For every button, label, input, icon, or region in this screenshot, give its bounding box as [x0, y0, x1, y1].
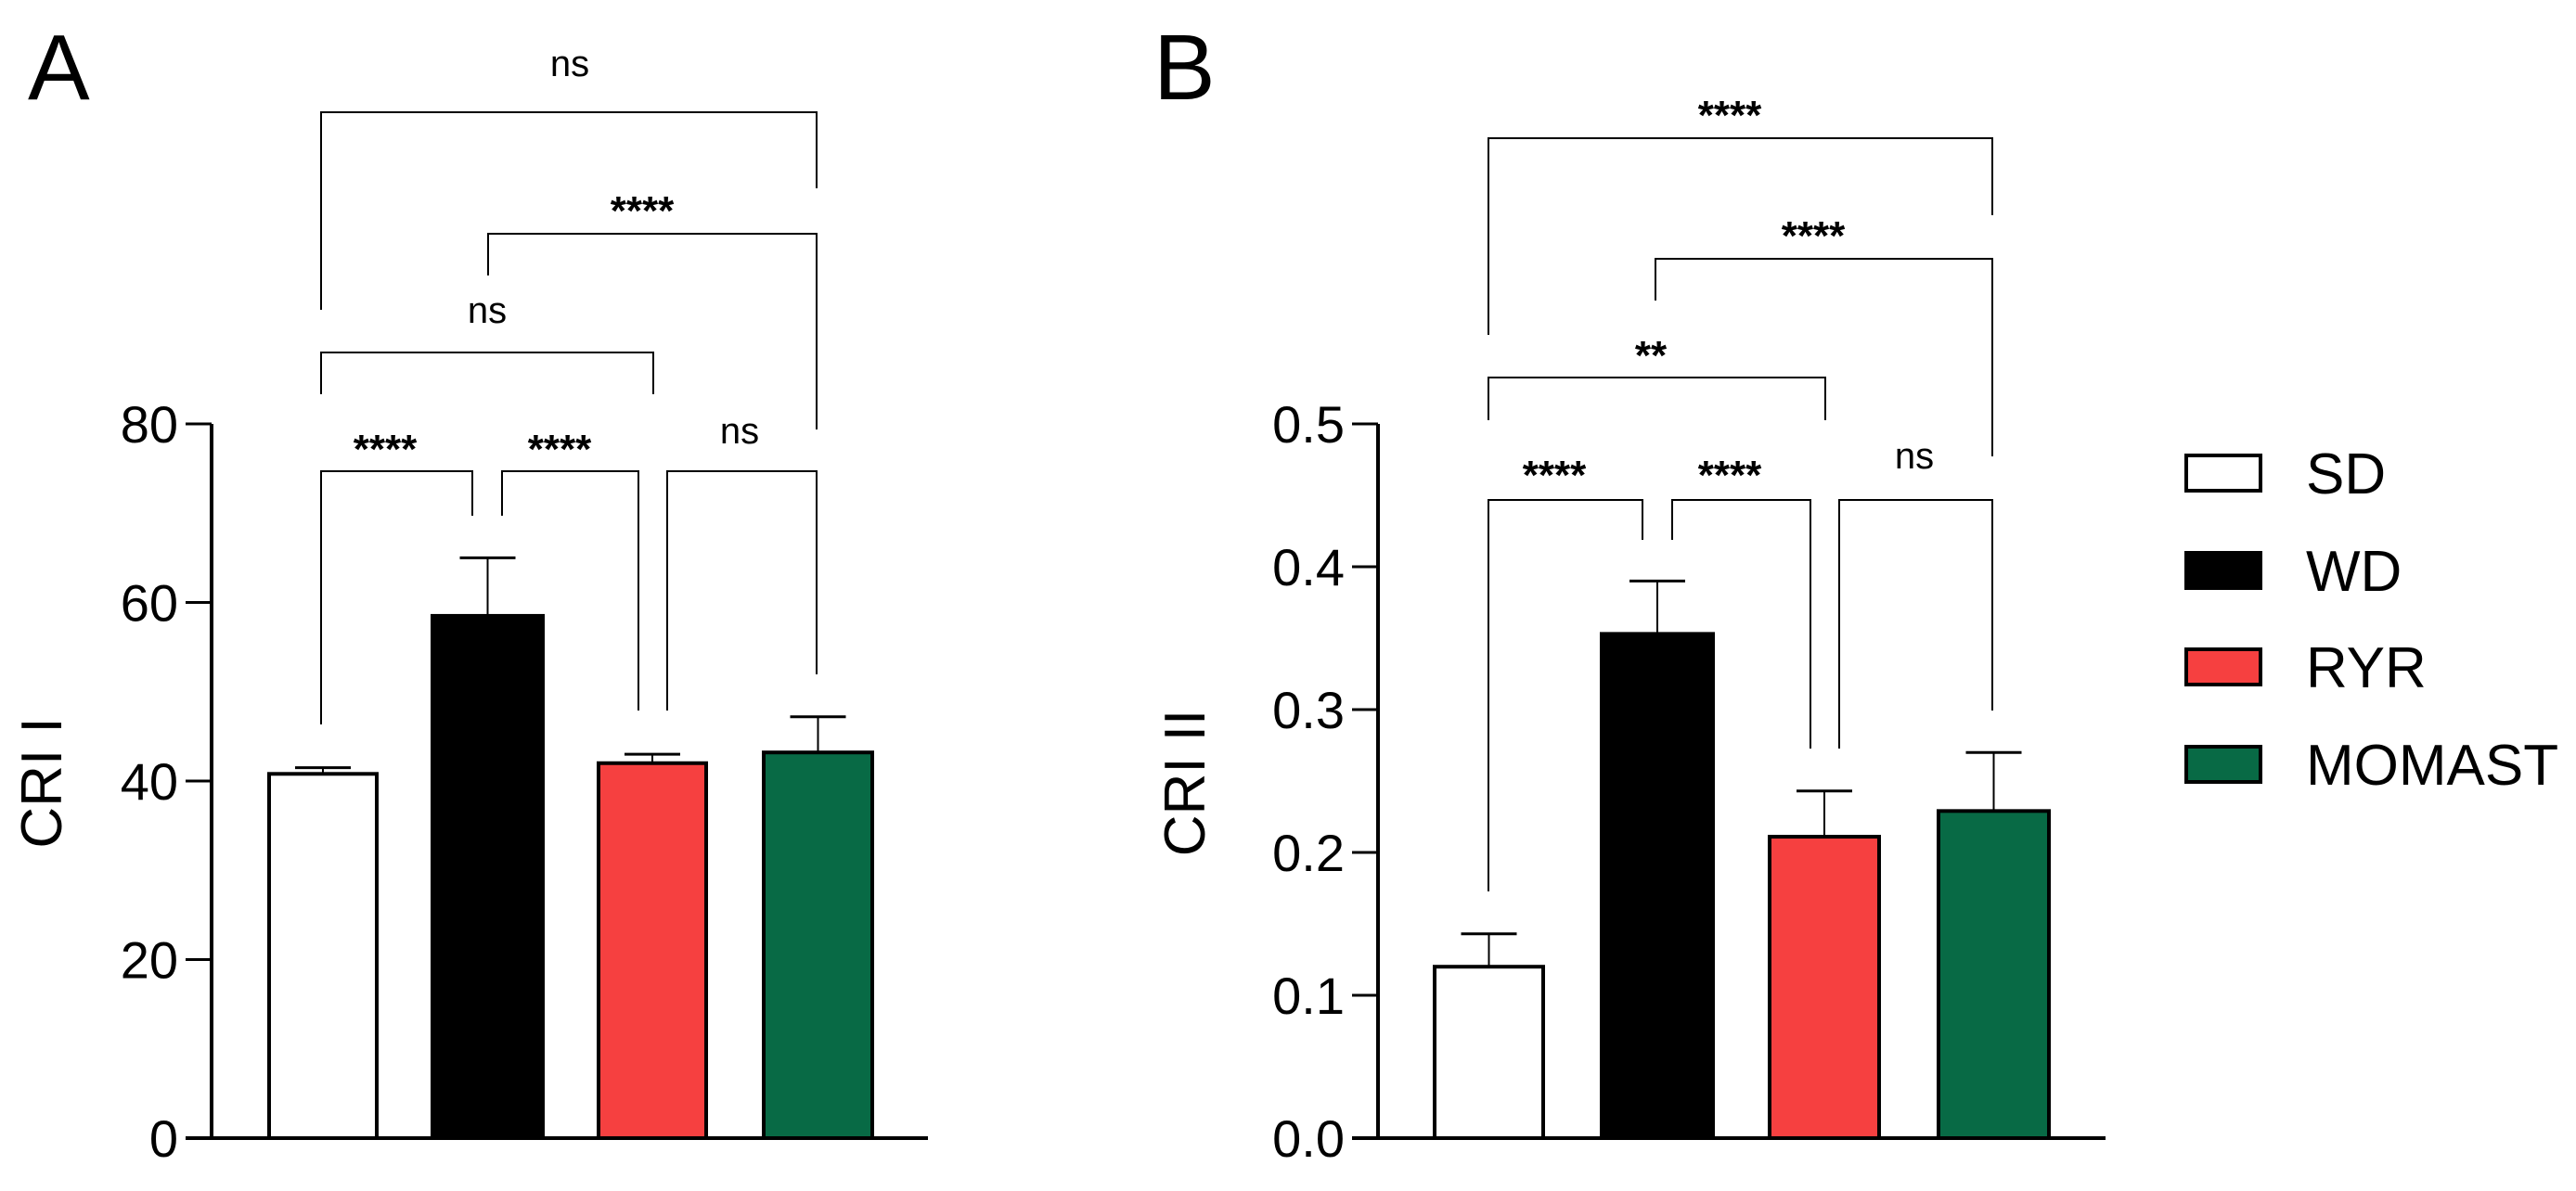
significance-bracket: [320, 352, 654, 394]
bar-sd: [267, 772, 379, 1140]
legend-item-ryr: RYR: [2184, 636, 2427, 700]
significance-label: ns: [720, 411, 759, 452]
significance-bracket: [320, 470, 473, 724]
significance-label: ns: [468, 290, 507, 331]
significance-bracket: [320, 111, 818, 310]
legend-label: WD: [2306, 540, 2402, 604]
y-tick-label: 0.3: [1272, 681, 1345, 739]
significance-bracket: [1488, 137, 1993, 335]
legend-swatch: [2184, 745, 2262, 784]
y-tick-label: 60: [121, 574, 178, 633]
y-tick-label: 0.0: [1272, 1109, 1345, 1168]
y-axis-label-b: CRI II: [1153, 710, 1217, 856]
significance-label: ****: [1698, 453, 1762, 498]
significance-label: ns: [550, 44, 589, 84]
y-tick-label: 0.1: [1272, 967, 1345, 1025]
legend-label: RYR: [2306, 636, 2427, 700]
legend-item-sd: SD: [2184, 442, 2386, 506]
significance-bracket: [1838, 499, 1993, 749]
bar-ryr: [1768, 835, 1881, 1140]
y-tick-label: 80: [121, 395, 178, 454]
significance-label: ****: [528, 427, 592, 472]
significance-label: ****: [1698, 93, 1762, 138]
y-axis-label-a: CRI I: [10, 717, 74, 848]
bar-momast: [762, 750, 874, 1140]
significance-bracket: [1655, 258, 1993, 456]
legend-swatch: [2184, 551, 2262, 590]
y-tick-label: 0.4: [1272, 538, 1345, 596]
significance-label: ns: [1895, 436, 1934, 477]
bar-ryr: [597, 761, 708, 1140]
bar-momast: [1937, 809, 2051, 1141]
legend-item-wd: WD: [2184, 540, 2402, 604]
legend-swatch: [2184, 454, 2262, 493]
y-tick-label: 0.2: [1272, 824, 1345, 882]
significance-bracket: [1671, 499, 1811, 749]
panel-label-b: B: [1153, 16, 1216, 120]
legend: SD WD RYR MOMAST: [2184, 442, 2558, 798]
y-tick-label: 40: [121, 752, 178, 811]
panel-b: 0.00.10.20.30.40.5************** **** ns: [1272, 93, 2106, 1168]
y-tick-label: 0.5: [1272, 395, 1345, 454]
significance-label: ****: [354, 427, 418, 472]
significance-bracket: [1488, 377, 1826, 420]
significance-bracket: [666, 470, 818, 711]
legend-swatch: [2184, 647, 2262, 686]
significance-label: **: [1635, 333, 1668, 378]
bar-sd: [1433, 965, 1545, 1140]
y-tick-label: 0: [149, 1109, 178, 1168]
significance-label: ****: [611, 188, 675, 234]
legend-label: MOMAST: [2306, 734, 2558, 798]
panel-a: 0 20 40 60 80 ns **** ns **** **** ns: [121, 44, 928, 1168]
legend-label: SD: [2306, 442, 2386, 506]
significance-label: ****: [1782, 213, 1846, 259]
bar-wd: [1600, 632, 1715, 1140]
significance-bracket: [501, 470, 639, 711]
y-tick-label: 20: [121, 931, 178, 990]
significance-bracket: [1488, 499, 1643, 891]
significance-bracket: [487, 233, 818, 429]
bar-wd: [431, 613, 545, 1140]
legend-item-momast: MOMAST: [2184, 734, 2558, 798]
panel-label-a: A: [28, 16, 90, 120]
significance-label: ****: [1523, 453, 1587, 498]
